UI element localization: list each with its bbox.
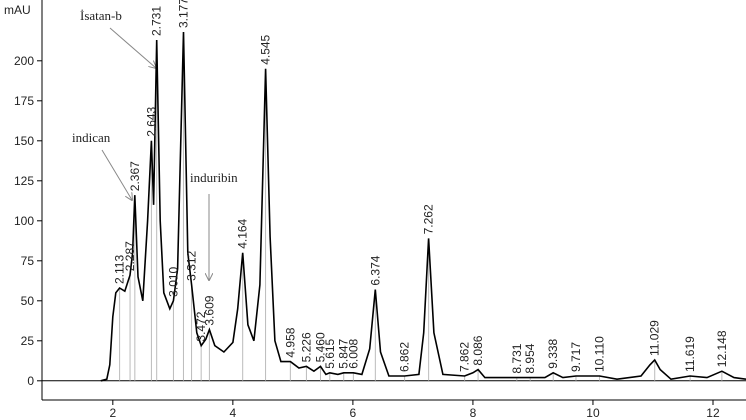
peak-label: 7.862	[458, 342, 472, 372]
peak-label: 5.226	[299, 332, 313, 362]
peak-label: 4.958	[283, 327, 297, 357]
y-tick-label: 100	[14, 214, 34, 228]
peak-label: 2.113	[113, 255, 127, 284]
y-tick-label: 75	[21, 254, 35, 268]
annotation: induribin	[190, 170, 238, 185]
peak-label: 5.615	[323, 338, 337, 368]
peak-label: 2.367	[128, 161, 142, 191]
x-tick-label: 6	[350, 406, 357, 420]
peak-label: 5.847	[337, 338, 351, 368]
annotation: İsatan-b	[80, 8, 122, 23]
y-tick-label: 150	[14, 134, 34, 148]
peak-label: 7.262	[422, 204, 436, 234]
peak-label: 8.954	[523, 343, 537, 373]
y-tick-label: 125	[14, 174, 34, 188]
peak-label: 10.110	[593, 336, 607, 372]
peak-label: 9.338	[546, 338, 560, 368]
peak-label: 6.008	[346, 338, 360, 368]
y-axis-label: mAU	[4, 3, 31, 17]
annotation-arrow	[109, 27, 156, 68]
y-tick-label: 200	[14, 54, 34, 68]
peak-label: 11.619	[683, 336, 697, 372]
peak-label: 3.312	[185, 250, 199, 280]
annotation-arrow	[101, 149, 132, 200]
peak-label: 3.010	[166, 266, 180, 296]
x-tick-label: 2	[109, 406, 116, 420]
x-tick-label: 10	[586, 406, 600, 420]
annotation: indican	[72, 130, 111, 145]
y-tick-label: 50	[21, 294, 35, 308]
peak-label: 3.177	[176, 0, 190, 28]
peak-label: 3.609	[202, 295, 216, 325]
y-tick-label: 25	[21, 334, 35, 348]
peak-label: 11.029	[648, 320, 662, 356]
peak-label: 9.717	[569, 342, 583, 372]
x-tick-label: 4	[230, 406, 237, 420]
peak-label: 2.731	[150, 6, 164, 36]
peak-label: 8.731	[510, 343, 524, 373]
peak-label: 2.643	[144, 106, 158, 136]
y-tick-label: 175	[14, 94, 34, 108]
x-tick-label: 8	[470, 406, 477, 420]
peak-label: 6.862	[398, 342, 412, 372]
peak-label: 3.472	[194, 311, 208, 341]
peak-label: 5.460	[313, 332, 327, 362]
trace	[100, 31, 746, 382]
y-tick-label: 0	[27, 374, 34, 388]
peak-label: 6.374	[368, 255, 382, 285]
peak-label: 12.148	[715, 330, 729, 367]
peak-label: 8.086	[471, 335, 485, 365]
peak-label: 4.164	[236, 218, 250, 248]
x-tick-label: 12	[706, 406, 720, 420]
peak-label: 2.287	[123, 241, 137, 271]
peak-label: 4.545	[259, 34, 273, 64]
